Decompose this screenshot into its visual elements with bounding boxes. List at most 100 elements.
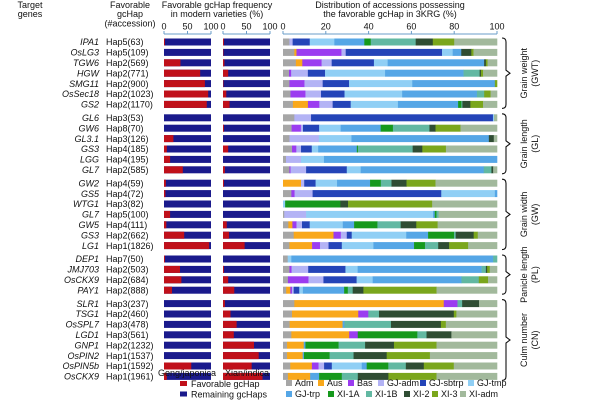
dist-legend-swatch xyxy=(286,380,292,386)
distribution-segment-aus xyxy=(291,310,359,318)
distribution-segment-xi-2 xyxy=(412,145,423,153)
distribution-segment-xi-2 xyxy=(390,320,442,328)
distribution-segment-gj-tmp xyxy=(301,155,325,163)
distribution-segment-xi-2 xyxy=(405,362,425,370)
distribution-segment-gj-adm xyxy=(296,221,303,229)
distribution-segment-aus xyxy=(283,179,302,187)
group-bracket xyxy=(501,37,511,109)
distribution-segment-xi-1b xyxy=(457,300,463,308)
indica-remaining-bar xyxy=(223,145,270,153)
distribution-segment-bas xyxy=(302,59,322,67)
distribution-segment-bas xyxy=(292,145,297,153)
indica-favorable-bar xyxy=(223,362,252,370)
favorable-hap: Hap1(1826) xyxy=(106,241,154,251)
distribution-segment-gj-sbtrp xyxy=(323,276,357,284)
distribution-segment-xi-2 xyxy=(340,200,349,208)
distribution-segment-aus xyxy=(291,331,350,339)
distribution-segment-gj-adm xyxy=(291,69,309,77)
gene-name: SMG11 xyxy=(69,79,99,89)
group-bracket xyxy=(501,254,511,295)
distribution-segment-xi-2 xyxy=(391,179,407,187)
distribution-segment-xi-1b xyxy=(436,210,439,218)
distribution-segment-xi-adm xyxy=(435,179,498,187)
gene-name: HGW xyxy=(77,68,101,78)
distribution-segment-adm xyxy=(283,320,290,328)
distribution-segment-aus xyxy=(293,231,334,239)
japonica-favorable-bar xyxy=(164,69,201,77)
dist-legend-swatch xyxy=(366,391,372,397)
indica-favorable-bar xyxy=(223,286,235,294)
distribution-segment-gj-trp xyxy=(360,166,485,174)
gene-name: GL7 xyxy=(82,210,100,220)
distribution-segment-xi-1a xyxy=(366,362,389,370)
indica-favorable-bar xyxy=(223,300,225,308)
indica-favorable-bar xyxy=(223,265,224,273)
dist-legend-swatch xyxy=(328,391,334,397)
distribution-segment-gj-adm xyxy=(304,80,323,88)
group-label: (PL) xyxy=(530,266,540,283)
japonica-tick-label: 0 xyxy=(161,22,166,32)
header-freq-line: Favorable gcHap frequency xyxy=(162,0,273,10)
distribution-segment-gj-adm xyxy=(284,210,307,218)
distribution-segment-gj-tmp xyxy=(309,221,344,229)
dist-legend-swatch xyxy=(432,391,438,397)
gene-name: GW2 xyxy=(78,178,99,188)
distribution-segment-xi-1b xyxy=(417,331,427,339)
distribution-segment-xi-3 xyxy=(348,200,433,208)
indica-favorable-bar xyxy=(223,331,234,339)
distribution-segment-gj-trp xyxy=(433,210,436,218)
distribution-segment-gj-tmp xyxy=(306,210,434,218)
distribution-segment-xi-3 xyxy=(453,310,457,318)
favorable-hap: Hap2(460) xyxy=(106,309,149,319)
distribution-segment-gj-tmp xyxy=(350,100,399,108)
indica-remaining-bar xyxy=(223,265,270,273)
distribution-segment-xi-3 xyxy=(423,362,455,370)
distribution-segment-gj-trp xyxy=(402,90,478,98)
distribution-segment-adm xyxy=(283,286,287,294)
distribution-segment-xi-2 xyxy=(484,59,487,67)
gene-name: LGG xyxy=(80,155,99,165)
favorable-hap: Hap1(1961) xyxy=(106,372,154,382)
distribution-segment-xi-adm xyxy=(487,59,498,67)
distribution-segment-xi-1b xyxy=(338,341,366,349)
distribution-segment-gj-trp xyxy=(357,265,482,273)
distribution-segment-xi-2 xyxy=(353,352,387,360)
favorable-hap: Hap4(59) xyxy=(106,178,144,188)
dist-legend-label: Aus xyxy=(327,378,343,388)
distribution-segment-gj-tmp xyxy=(315,179,338,187)
distribution-segment-xi-adm xyxy=(437,221,498,229)
distribution-segment-gj-adm xyxy=(291,286,294,294)
distribution-segment-xi-1b xyxy=(377,221,401,229)
japonica-favorable-bar xyxy=(164,190,166,198)
distribution-segment-xi-2 xyxy=(455,231,474,239)
distribution-segment-gj-trp xyxy=(387,59,485,67)
distribution-segment-gj-tmp xyxy=(325,69,386,77)
distribution-segment-xi-3 xyxy=(449,242,469,250)
favorable-hap: Hap2(569) xyxy=(106,58,149,68)
indica-remaining-bar xyxy=(223,155,270,163)
japonica-remaining-bar xyxy=(164,310,211,318)
indica-tick-label: 0 xyxy=(220,22,225,32)
distribution-segment-gj-adm xyxy=(319,100,333,108)
distribution-segment-gj-trp xyxy=(342,221,355,229)
dist-legend-label: GJ-sbtrp xyxy=(429,378,464,388)
distribution-segment-gj-trp xyxy=(397,100,459,108)
distribution-segment-xi-2 xyxy=(429,124,436,132)
indica-favorable-bar xyxy=(223,242,245,250)
distribution-segment-gj-trp xyxy=(361,362,367,370)
distribution-segment-adm xyxy=(283,69,290,77)
japonica-remaining-bar xyxy=(164,265,211,273)
favorable-hap: Hap2(888) xyxy=(106,285,149,295)
distribution-segment-xi-1a xyxy=(319,372,343,380)
favorable-hap: Hap2(684) xyxy=(106,275,149,285)
distribution-segment-xi-3 xyxy=(393,341,437,349)
dist-legend-swatch xyxy=(286,391,292,397)
dist-legend-label: Bas xyxy=(357,378,373,388)
gene-name: OsCKX9 xyxy=(64,275,99,285)
distribution-segment-aus xyxy=(294,48,297,56)
japonica-remaining-bar xyxy=(164,155,211,163)
distribution-segment-gj-trp xyxy=(318,145,358,153)
distribution-segment-gj-adm xyxy=(294,114,312,122)
distribution-segment-xi-3 xyxy=(485,59,488,67)
gene-name: OsSec18 xyxy=(62,89,99,99)
